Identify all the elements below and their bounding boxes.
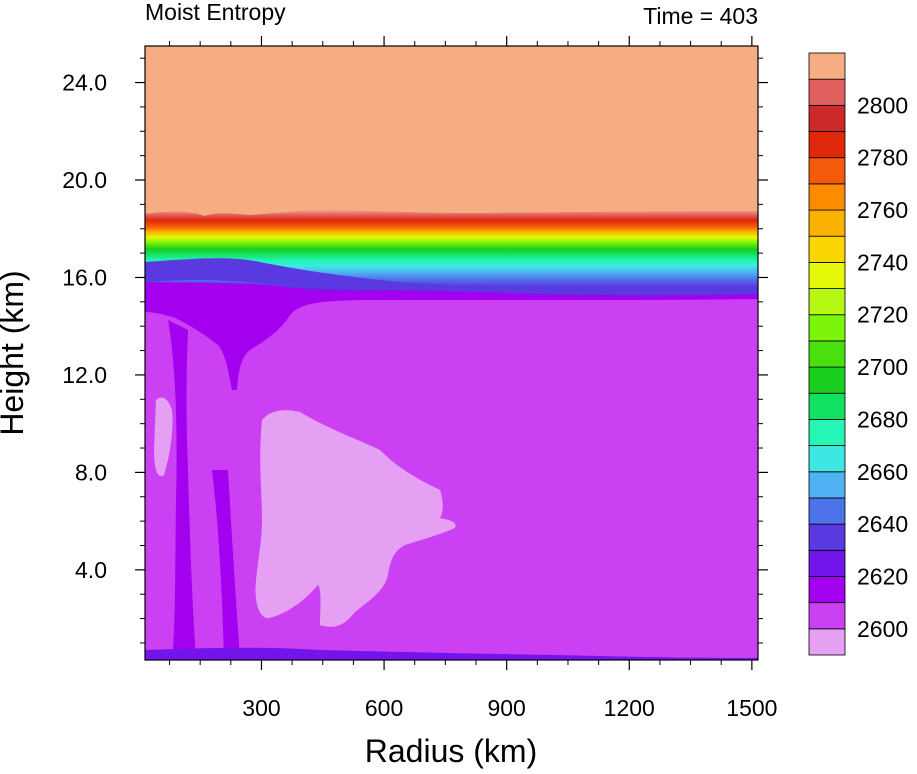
colorbar-label: 2660 — [857, 459, 908, 485]
contour-field — [145, 46, 758, 660]
y-tick-label: 8.0 — [75, 459, 107, 485]
field-left-core-columns — [168, 320, 196, 660]
colorbar-swatch — [808, 628, 846, 656]
field-pale-blob-left — [154, 397, 173, 477]
field-upper-peach — [145, 46, 758, 216]
colorbar-swatch — [808, 131, 846, 159]
colorbar-label: 2700 — [857, 354, 908, 380]
field-pale-blob-main — [255, 410, 456, 627]
colorbar-swatch — [808, 288, 846, 316]
chart-title: Moist Entropy — [145, 0, 286, 25]
colorbar: 2600 2620 2640 2660 2680 2700 2720 2740 2760 2780… — [808, 52, 908, 656]
x-tick-label: 1200 — [604, 695, 655, 721]
colorbar-swatch — [808, 340, 846, 368]
y-axis-label: Height (km) — [0, 270, 30, 435]
colorbar-swatch — [808, 549, 846, 577]
colorbar-swatch — [808, 104, 846, 132]
colorbar-swatch — [808, 419, 846, 447]
y-tick-label: 24.0 — [62, 70, 107, 96]
x-tick-label: 600 — [365, 695, 403, 721]
y-tick-label: 12.0 — [62, 362, 107, 388]
colorbar-label: 2640 — [857, 511, 908, 537]
colorbar-swatch — [808, 497, 846, 525]
colorbar-swatch — [808, 366, 846, 394]
x-tick-label: 1500 — [726, 695, 777, 721]
colorbar-swatch — [808, 523, 846, 551]
colorbar-label: 2780 — [857, 145, 908, 171]
field-dark-purple-band — [145, 282, 758, 390]
y-tick-label: 20.0 — [62, 167, 107, 193]
field-surface-layer — [145, 647, 758, 660]
time-label: Time = 403 — [643, 3, 758, 29]
colorbar-swatch — [808, 183, 846, 211]
colorbar-swatch — [808, 602, 846, 630]
x-tick-label: 300 — [242, 695, 280, 721]
colorbar-swatch — [808, 78, 846, 106]
colorbar-label: 2740 — [857, 249, 908, 275]
field-blue-purple-band — [145, 258, 758, 296]
colorbar-swatch — [808, 235, 846, 263]
colorbar-label: 2600 — [857, 616, 908, 642]
y-tick-label: 16.0 — [62, 264, 107, 290]
colorbar-swatch — [808, 157, 846, 185]
colorbar-swatch — [808, 261, 846, 289]
colorbar-label: 2800 — [857, 92, 908, 118]
x-axis: 300 600 900 1200 1500 — [169, 36, 777, 721]
x-axis-label: Radius (km) — [365, 733, 537, 769]
colorbar-swatch — [808, 445, 846, 473]
plot-frame — [144, 45, 759, 661]
y-axis: 4.0 8.0 12.0 16.0 20.0 24.0 — [62, 57, 768, 644]
colorbar-swatch — [808, 314, 846, 342]
colorbar-swatch — [808, 209, 846, 237]
colorbar-swatch — [808, 52, 846, 80]
colorbar-label: 2680 — [857, 406, 908, 432]
y-tick-label: 4.0 — [75, 557, 107, 583]
colorbar-label: 2760 — [857, 197, 908, 223]
colorbar-label: 2720 — [857, 302, 908, 328]
colorbar-swatch — [808, 471, 846, 499]
colorbar-swatch — [808, 576, 846, 604]
colorbar-swatch — [808, 392, 846, 420]
field-secondary-column — [212, 470, 240, 660]
x-tick-label: 900 — [487, 695, 525, 721]
colorbar-label: 2620 — [857, 563, 908, 589]
